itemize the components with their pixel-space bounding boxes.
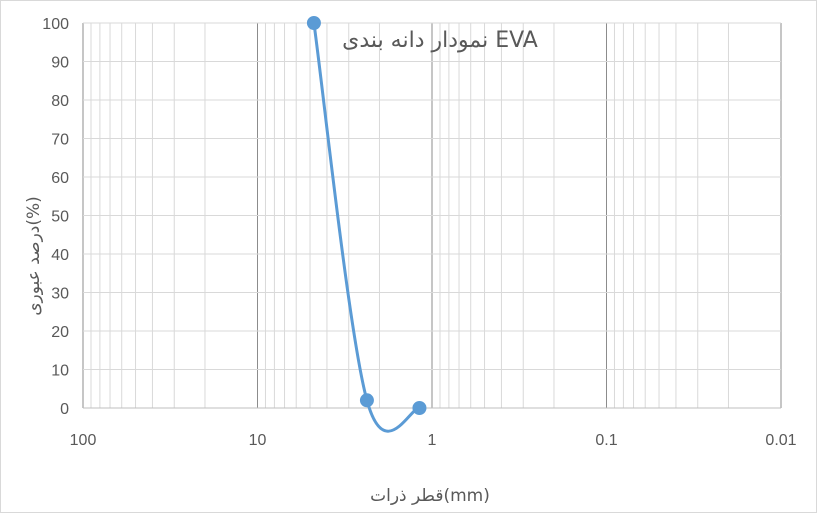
chart-title: نمودار دانه بندی EVA — [342, 28, 538, 53]
data-point — [412, 401, 427, 415]
x-tick-label: 1 — [428, 432, 437, 449]
y-tick-label: 50 — [51, 209, 69, 226]
series-layer — [306, 16, 427, 433]
y-tick-label: 10 — [51, 363, 69, 380]
y-tick-label: 20 — [51, 324, 69, 341]
y-tick-label: 40 — [51, 247, 69, 264]
y-tick-label: 100 — [42, 16, 69, 33]
x-tick-labels: 100 10 1 0.1 0.01 — [70, 432, 797, 449]
x-tick-label: 0.01 — [765, 432, 796, 449]
major-gridlines — [82, 22, 782, 409]
y-tick-labels: 0 10 20 30 40 50 60 70 80 90 100 — [42, 16, 69, 418]
x-tick-label: 10 — [249, 432, 267, 449]
y-tick-label: 90 — [51, 55, 69, 72]
y-tick-label: 0 — [60, 401, 69, 418]
series-line — [312, 21, 421, 433]
x-tick-label: 0.1 — [595, 432, 617, 449]
data-point — [306, 16, 321, 30]
data-point — [359, 393, 374, 408]
x-axis-title: قطر ذرات(mm) — [370, 486, 490, 506]
y-tick-label: 80 — [51, 93, 69, 110]
y-tick-label: 70 — [51, 132, 69, 149]
x-tick-label: 100 — [70, 432, 97, 449]
y-tick-label: 60 — [51, 170, 69, 187]
y-tick-label: 30 — [51, 286, 69, 303]
y-axis-title: درصد عبوری(%) — [24, 196, 44, 316]
